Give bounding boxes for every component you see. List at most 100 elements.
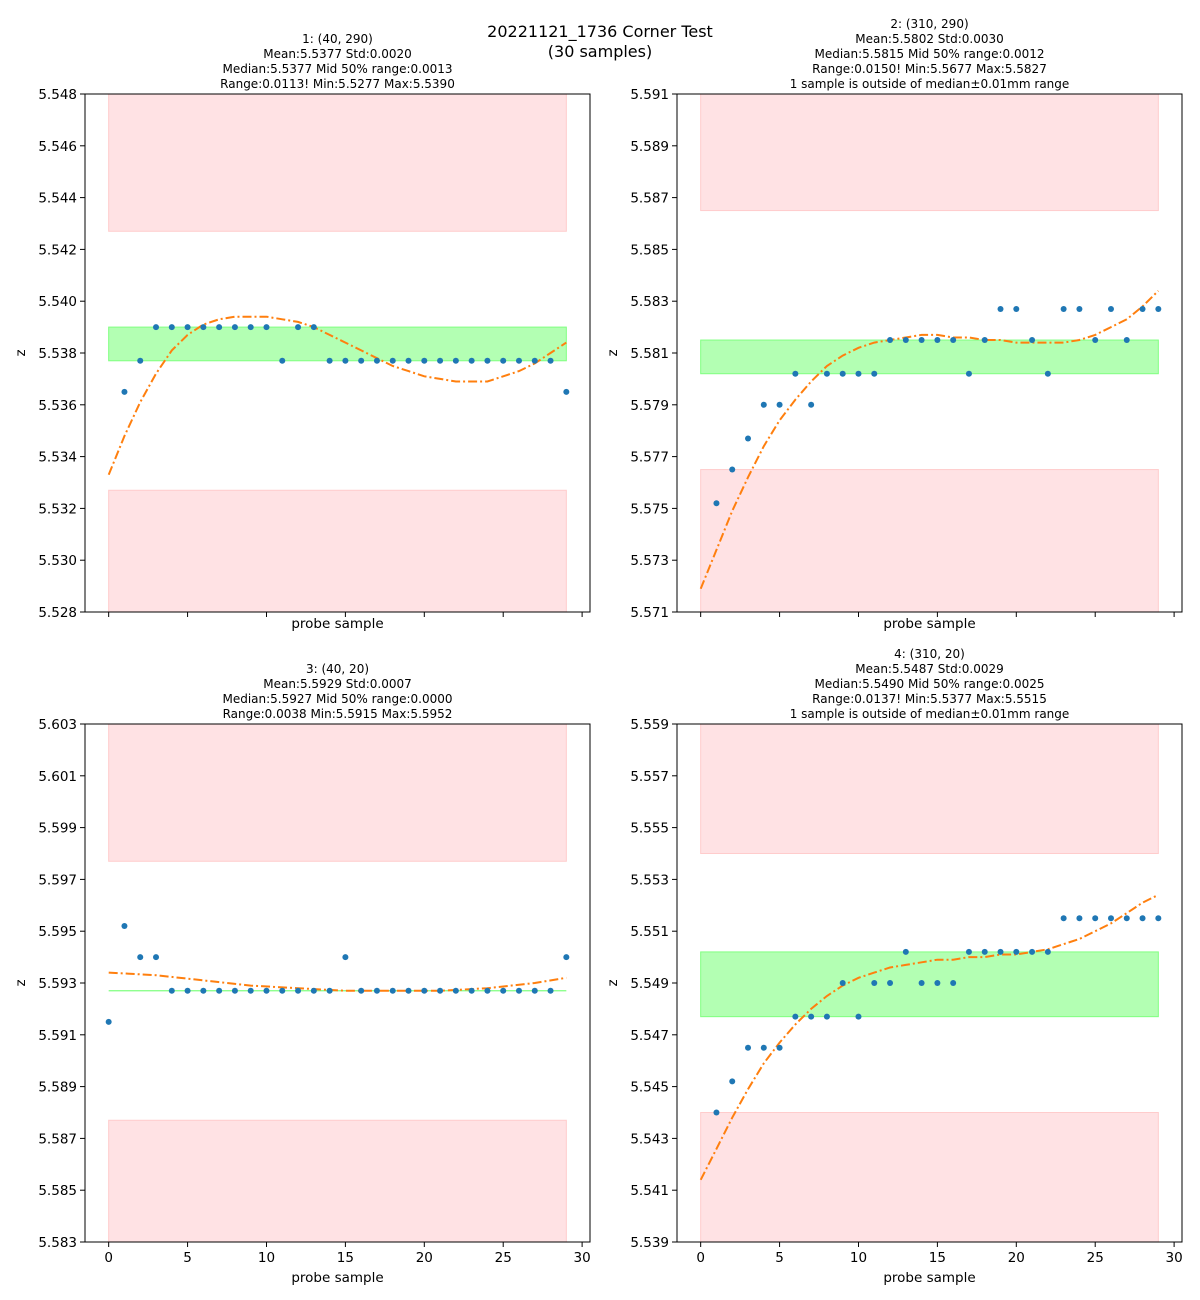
data-point xyxy=(760,401,767,408)
y-tick-label: 5.579 xyxy=(630,398,669,414)
data-point xyxy=(902,948,909,955)
data-point xyxy=(887,337,894,344)
fit-curve xyxy=(108,971,567,992)
data-point xyxy=(452,987,459,994)
y-tick-label: 5.528 xyxy=(38,605,77,621)
data-point xyxy=(547,357,554,364)
data-point xyxy=(950,337,957,344)
y-tick-label: 5.545 xyxy=(630,1080,669,1096)
y-tick-label: 5.575 xyxy=(630,501,669,517)
data-point xyxy=(1155,305,1162,312)
x-tick-label: 15 xyxy=(929,1250,946,1266)
y-tick-label: 5.543 xyxy=(630,1131,669,1147)
y-axis-label: z xyxy=(605,349,621,356)
y-tick-label: 5.591 xyxy=(630,87,669,103)
data-point xyxy=(1076,305,1083,312)
x-tick-label: 30 xyxy=(574,1250,591,1266)
y-tick-label: 5.532 xyxy=(38,501,77,517)
data-point xyxy=(1092,915,1099,922)
data-point xyxy=(437,357,444,364)
data-point xyxy=(216,324,223,331)
data-point xyxy=(247,324,254,331)
chart-panel-3: 5.583 5.585 5.587 5.589 5.591 5.593 5.595 5.597… xyxy=(13,662,591,1286)
y-tick-label: 5.553 xyxy=(630,872,669,888)
data-point xyxy=(902,337,909,344)
data-point xyxy=(515,357,522,364)
y-tick-label: 5.593 xyxy=(38,976,77,992)
data-point xyxy=(1139,305,1146,312)
chart-subtitle-line: 1 sample is outside of median±0.01mm ran… xyxy=(790,77,1070,91)
data-point xyxy=(1107,305,1114,312)
x-tick-label: 15 xyxy=(337,1250,354,1266)
data-point xyxy=(823,370,830,377)
data-point xyxy=(823,1013,830,1020)
chart-subtitle-line: 4: (310, 20) xyxy=(894,647,965,661)
chart-subtitle-line: Median:5.5815 Mid 50% range:0.0012 xyxy=(814,47,1044,61)
y-tick-label: 5.583 xyxy=(630,294,669,310)
x-tick-label: 10 xyxy=(258,1250,275,1266)
data-point xyxy=(373,987,380,994)
data-point xyxy=(389,987,396,994)
chart-panel-4: 5.539 5.541 5.543 5.545 5.547 5.549 5.551 5.553… xyxy=(605,647,1183,1286)
data-point xyxy=(547,987,554,994)
data-point xyxy=(184,987,191,994)
green-band xyxy=(700,951,1159,1018)
data-point xyxy=(153,954,160,961)
data-point xyxy=(871,370,878,377)
data-point xyxy=(405,357,412,364)
fit-curve xyxy=(107,315,567,476)
data-point xyxy=(729,466,736,473)
data-point xyxy=(358,357,365,364)
data-point xyxy=(437,987,444,994)
chart-subtitle-line: Mean:5.5487 Std:0.0029 xyxy=(855,662,1004,676)
data-point xyxy=(745,1044,752,1051)
chart-subtitle-line: 3: (40, 20) xyxy=(306,662,369,676)
y-axis-label: z xyxy=(13,979,29,986)
figure-title: 20221121_1736 Corner Test (30 samples) xyxy=(0,22,1200,62)
data-point xyxy=(934,337,941,344)
data-point xyxy=(776,1044,783,1051)
x-tick-label: 30 xyxy=(1166,1250,1183,1266)
data-point xyxy=(216,987,223,994)
data-point xyxy=(310,987,317,994)
data-point xyxy=(792,370,799,377)
data-point xyxy=(405,987,412,994)
data-point xyxy=(1123,915,1130,922)
data-point xyxy=(452,357,459,364)
x-tick-label: 25 xyxy=(1087,1250,1104,1266)
data-point xyxy=(808,401,815,408)
chart-subtitle-line: Range:0.0137! Min:5.5377 Max:5.5515 xyxy=(812,692,1047,706)
data-point xyxy=(776,401,783,408)
data-point xyxy=(1060,305,1067,312)
data-point xyxy=(713,1109,720,1116)
data-point xyxy=(263,987,270,994)
y-tick-label: 5.547 xyxy=(630,1028,669,1044)
red-band-high xyxy=(108,93,567,232)
data-point xyxy=(373,357,380,364)
data-point xyxy=(484,357,491,364)
data-point xyxy=(981,948,988,955)
red-band-high xyxy=(700,93,1159,212)
red-band-low xyxy=(700,469,1159,613)
data-point xyxy=(745,435,752,442)
y-tick-label: 5.595 xyxy=(38,924,77,940)
y-tick-label: 5.544 xyxy=(38,191,77,207)
data-point xyxy=(500,987,507,994)
chart-subtitle-line: Median:5.5377 Mid 50% range:0.0013 xyxy=(222,62,452,76)
y-tick-label: 5.585 xyxy=(38,1183,77,1199)
y-tick-label: 5.539 xyxy=(630,1235,669,1251)
data-point xyxy=(468,987,475,994)
data-point xyxy=(468,357,475,364)
data-point xyxy=(247,987,254,994)
red-band-high xyxy=(700,723,1159,854)
data-point xyxy=(105,1018,112,1025)
data-point xyxy=(279,357,286,364)
data-point xyxy=(981,337,988,344)
x-tick-label: 0 xyxy=(696,1250,705,1266)
data-point xyxy=(231,324,238,331)
y-tick-label: 5.542 xyxy=(38,242,77,258)
data-point xyxy=(389,357,396,364)
data-point xyxy=(1155,915,1162,922)
y-tick-label: 5.599 xyxy=(38,821,77,837)
data-point xyxy=(563,388,570,395)
